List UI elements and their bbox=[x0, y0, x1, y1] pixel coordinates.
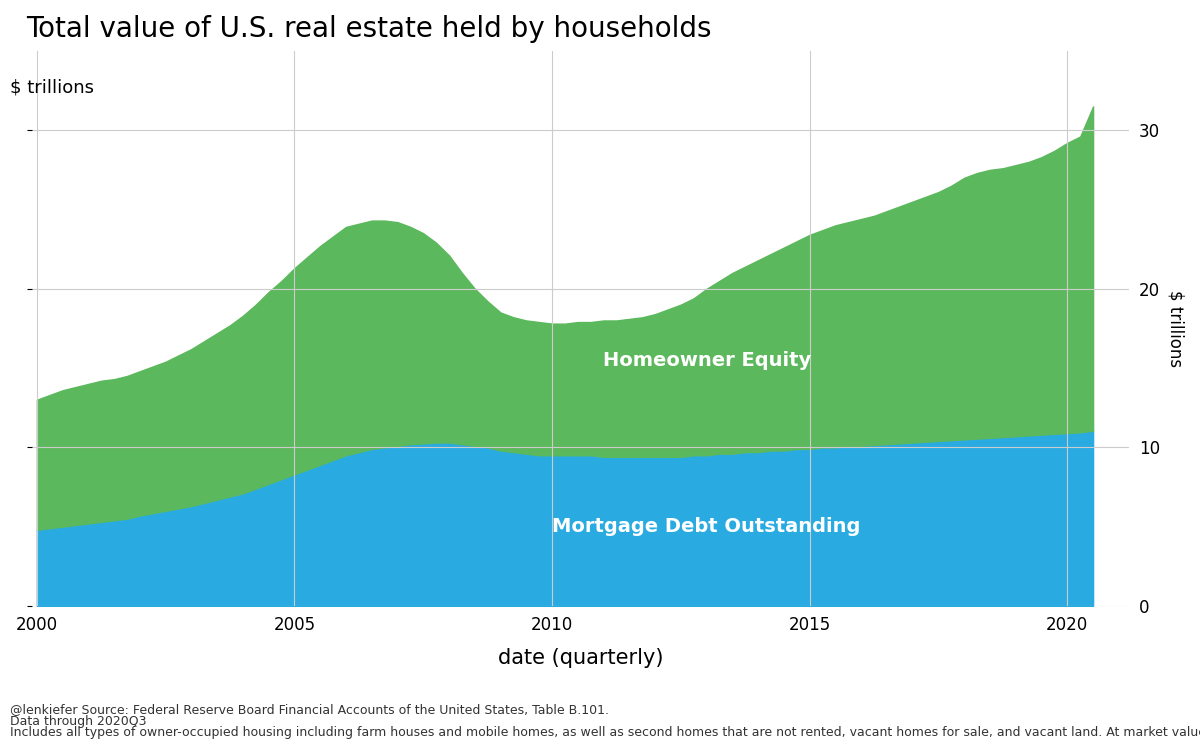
Text: $ trillions: $ trillions bbox=[10, 79, 94, 97]
Text: Data through 2020Q3: Data through 2020Q3 bbox=[10, 715, 146, 728]
Text: Homeowner Equity: Homeowner Equity bbox=[602, 350, 811, 370]
Y-axis label: $ trillions: $ trillions bbox=[1166, 290, 1186, 367]
X-axis label: date (quarterly): date (quarterly) bbox=[498, 647, 664, 668]
Text: Total value of U.S. real estate held by households: Total value of U.S. real estate held by … bbox=[26, 15, 712, 43]
Text: Mortgage Debt Outstanding: Mortgage Debt Outstanding bbox=[552, 517, 860, 536]
Text: Includes all types of owner-occupied housing including farm houses and mobile ho: Includes all types of owner-occupied hou… bbox=[10, 726, 1200, 739]
Text: @lenkiefer Source: Federal Reserve Board Financial Accounts of the United States: @lenkiefer Source: Federal Reserve Board… bbox=[10, 704, 608, 716]
